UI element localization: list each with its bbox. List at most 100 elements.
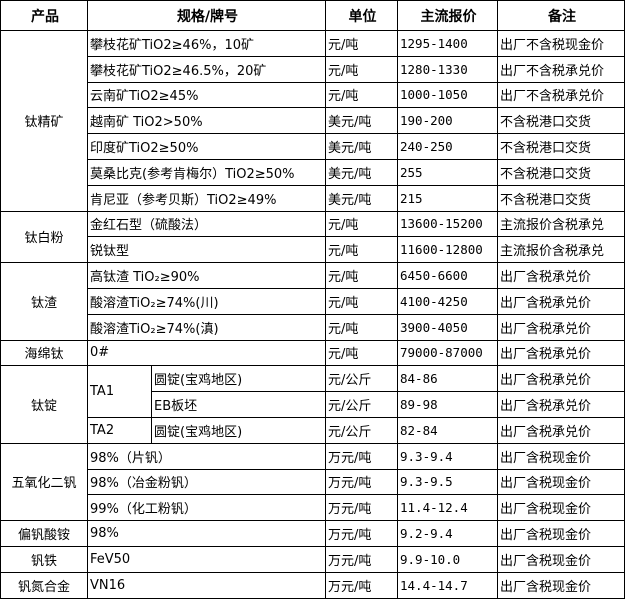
price-cell: 82-84 bbox=[397, 416, 498, 444]
unit-cell: 美元/吨 bbox=[325, 158, 398, 186]
spec-cell: 云南矿TiO2≥45% bbox=[87, 81, 326, 109]
product-cell: 海绵钛 bbox=[0, 339, 88, 367]
spec-cell: 酸溶渣TiO₂≥74%(川) bbox=[87, 287, 326, 315]
table-row: 五氧化二钒 98%（片钒） 万元/吨 9.3-9.4 出厂含税现金价 bbox=[0, 442, 625, 522]
unit-cell: 美元/吨 bbox=[325, 107, 398, 135]
product-cell: 偏钒酸铵 bbox=[0, 520, 88, 547]
table-row: 98%（冶金粉钒） 万元/吨 9.3-9.5 出厂含税现金价 bbox=[1, 468, 625, 496]
unit-cell: 万元/吨 bbox=[325, 468, 398, 496]
unit-cell: 美元/吨 bbox=[325, 184, 398, 212]
product-cell: 钛精矿 bbox=[0, 30, 88, 212]
unit-cell: 美元/吨 bbox=[325, 133, 398, 160]
price-cell: 14.4-14.7 bbox=[397, 571, 498, 599]
note-cell: 出厂含税承兑价 bbox=[497, 416, 625, 444]
note-cell: 出厂含税现金价 bbox=[497, 494, 625, 522]
spec-cell: 酸溶渣TiO₂≥74%(滇) bbox=[87, 313, 326, 341]
note-cell: 出厂含税承兑价 bbox=[497, 287, 625, 315]
price-cell: 3900-4050 bbox=[397, 313, 498, 341]
table-row: 99%（化工粉钒） 万元/吨 11.4-12.4 出厂含税现金价 bbox=[1, 494, 625, 522]
unit-cell: 万元/吨 bbox=[325, 520, 398, 547]
unit-cell: 元/公斤 bbox=[325, 365, 398, 393]
price-cell: 1295-1400 bbox=[397, 30, 498, 57]
grade-cell: TA1 bbox=[87, 365, 152, 418]
note-cell: 出厂含税现金价 bbox=[497, 468, 625, 496]
header-row: 产品 规格/牌号 单位 主流报价 备注 bbox=[0, 0, 625, 31]
unit-cell: 元/吨 bbox=[325, 287, 398, 315]
price-cell: 215 bbox=[397, 184, 498, 212]
table-row: 越南矿 TiO2>50% 美元/吨 190-200 不含税港口交货 bbox=[1, 107, 625, 135]
unit-cell: 元/吨 bbox=[325, 210, 398, 238]
price-cell: 9.9-10.0 bbox=[397, 545, 498, 573]
note-cell: 出厂不含税承兑价 bbox=[497, 81, 625, 109]
spec-cell: 98%（片钒） bbox=[87, 442, 326, 470]
product-cell: 钛锭 bbox=[0, 365, 88, 444]
spec-cell: FeV50 bbox=[87, 545, 326, 573]
note-cell: 主流报价含税承兑 bbox=[497, 210, 625, 238]
spec-cell: 锐钛型 bbox=[87, 236, 326, 264]
table-row: TA2 圆锭(宝鸡地区) 元/公斤 82-84 出厂含税承兑价 bbox=[1, 416, 625, 444]
note-cell: 出厂含税承兑价 bbox=[497, 313, 625, 341]
header-product: 产品 bbox=[0, 0, 88, 31]
spec-cell: 高钛渣 TiO₂≥90% bbox=[87, 262, 326, 289]
table-row: 偏钒酸铵 98% 万元/吨 9.2-9.4 出厂含税现金价 bbox=[0, 520, 625, 547]
header-unit: 单位 bbox=[325, 0, 398, 31]
price-cell: 6450-6600 bbox=[397, 262, 498, 289]
table-row: 钛锭 TA1 圆锭(宝鸡地区) 元/公斤 84-86 出厂含税承兑价 bbox=[0, 365, 625, 444]
note-cell: 出厂含税承兑价 bbox=[497, 262, 625, 289]
product-cell: 钛白粉 bbox=[0, 210, 88, 264]
spec-cell: 金红石型（硫酸法） bbox=[87, 210, 326, 238]
unit-cell: 万元/吨 bbox=[325, 571, 398, 599]
note-cell: 出厂含税现金价 bbox=[497, 520, 625, 547]
table-row: 钛精矿 攀枝花矿TiO2≥46%，10矿 元/吨 1295-1400 出厂不含税现金价 bbox=[0, 30, 625, 212]
unit-cell: 元/公斤 bbox=[325, 391, 398, 418]
spec-cell: 圆锭(宝鸡地区) bbox=[151, 416, 326, 444]
header-price: 主流报价 bbox=[397, 0, 498, 31]
unit-cell: 元/吨 bbox=[325, 236, 398, 264]
table-row: 酸溶渣TiO₂≥74%(滇) 元/吨 3900-4050 出厂含税承兑价 bbox=[1, 313, 625, 341]
note-cell: 主流报价含税承兑 bbox=[497, 236, 625, 264]
price-cell: 1000-1050 bbox=[397, 81, 498, 109]
spec-cell: 肯尼亚（参考贝斯）TiO2≥49% bbox=[87, 184, 326, 212]
price-cell: 11600-12800 bbox=[397, 236, 498, 264]
table-row: 莫桑比克(参考肯梅尔）TiO2≥50% 美元/吨 255 不含税港口交货 bbox=[1, 158, 625, 186]
spec-cell: 印度矿TiO2≥50% bbox=[87, 133, 326, 160]
table-body: 钛精矿 攀枝花矿TiO2≥46%，10矿 元/吨 1295-1400 出厂不含税现金价攀… bbox=[0, 30, 625, 599]
product-cell: 钒铁 bbox=[0, 545, 88, 573]
note-cell: 出厂含税承兑价 bbox=[497, 391, 625, 418]
table-row: 锐钛型 元/吨 11600-12800 主流报价含税承兑 bbox=[1, 236, 625, 264]
unit-cell: 元/吨 bbox=[325, 55, 398, 83]
spec-cell: 攀枝花矿TiO2≥46.5%，20矿 bbox=[87, 55, 326, 83]
price-cell: 4100-4250 bbox=[397, 287, 498, 315]
table-row: 钛白粉 金红石型（硫酸法） 元/吨 13600-15200 主流报价含税承兑 bbox=[0, 210, 625, 264]
header-note: 备注 bbox=[497, 0, 625, 31]
unit-cell: 万元/吨 bbox=[325, 442, 398, 470]
spec-cell: 0# bbox=[87, 339, 326, 367]
note-cell: 不含税港口交货 bbox=[497, 158, 625, 186]
note-cell: 出厂含税承兑价 bbox=[497, 339, 625, 367]
price-cell: 13600-15200 bbox=[397, 210, 498, 238]
note-cell: 出厂含税现金价 bbox=[497, 571, 625, 599]
table-row: 酸溶渣TiO₂≥74%(川) 元/吨 4100-4250 出厂含税承兑价 bbox=[1, 287, 625, 315]
price-cell: 79000-87000 bbox=[397, 339, 498, 367]
spec-cell: 98% bbox=[87, 520, 326, 547]
table-row: 印度矿TiO2≥50% 美元/吨 240-250 不含税港口交货 bbox=[1, 133, 625, 160]
spec-cell: EB板坯 bbox=[151, 391, 326, 418]
unit-cell: 元/吨 bbox=[325, 30, 398, 57]
price-cell: 89-98 bbox=[397, 391, 498, 418]
spec-cell: 圆锭(宝鸡地区) bbox=[151, 365, 326, 393]
note-cell: 不含税港口交货 bbox=[497, 133, 625, 160]
header-spec: 规格/牌号 bbox=[87, 0, 326, 31]
table-row: EB板坯 元/公斤 89-98 出厂含税承兑价 bbox=[1, 391, 625, 418]
spec-cell: 98%（冶金粉钒） bbox=[87, 468, 326, 496]
table-row: 海绵钛 0# 元/吨 79000-87000 出厂含税承兑价 bbox=[0, 339, 625, 367]
table-row: 肯尼亚（参考贝斯）TiO2≥49% 美元/吨 215 不含税港口交货 bbox=[1, 184, 625, 212]
note-cell: 出厂含税现金价 bbox=[497, 545, 625, 573]
price-cell: 255 bbox=[397, 158, 498, 186]
spec-cell: 99%（化工粉钒） bbox=[87, 494, 326, 522]
price-cell: 9.3-9.5 bbox=[397, 468, 498, 496]
price-cell: 11.4-12.4 bbox=[397, 494, 498, 522]
table-row: 钒铁 FeV50 万元/吨 9.9-10.0 出厂含税现金价 bbox=[0, 545, 625, 573]
note-cell: 出厂不含税承兑价 bbox=[497, 55, 625, 83]
product-cell: 五氧化二钒 bbox=[0, 442, 88, 522]
